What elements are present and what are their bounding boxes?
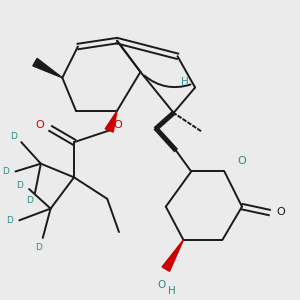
Text: H: H <box>168 286 176 296</box>
Text: D: D <box>16 181 23 190</box>
Polygon shape <box>33 58 62 78</box>
Polygon shape <box>162 240 183 271</box>
Text: O: O <box>35 120 44 130</box>
Text: D: D <box>10 132 17 141</box>
Polygon shape <box>105 111 117 132</box>
Text: D: D <box>35 243 42 252</box>
Text: H: H <box>182 77 189 87</box>
Text: O: O <box>238 156 246 166</box>
Text: O: O <box>113 120 122 130</box>
Text: D: D <box>26 196 32 205</box>
Text: D: D <box>2 167 9 176</box>
Text: O: O <box>158 280 166 290</box>
Text: O: O <box>277 208 285 218</box>
Text: D: D <box>6 216 13 225</box>
